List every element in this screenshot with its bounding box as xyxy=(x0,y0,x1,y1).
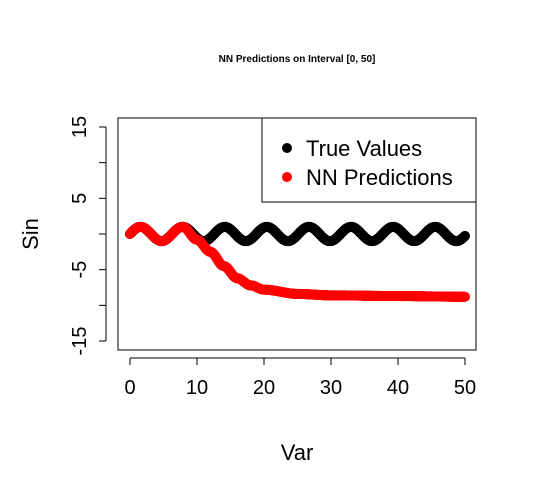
legend-box xyxy=(261,117,477,203)
x-tick-label: 0 xyxy=(124,377,135,399)
nn-prediction-point xyxy=(460,291,470,302)
chart-title: NN Predictions on Interval [0, 50] xyxy=(219,54,376,65)
legend-marker-nn-predictions xyxy=(282,172,292,182)
y-axis-label: Sin xyxy=(18,218,43,250)
y-tick-label: -15 xyxy=(69,327,91,356)
points-layer xyxy=(125,221,470,302)
x-axis-label: Var xyxy=(281,440,314,465)
x-tick-label: 10 xyxy=(186,377,208,399)
y-tick-label: -5 xyxy=(69,261,91,279)
x-tick-label: 50 xyxy=(454,377,476,399)
y-tick-label: 15 xyxy=(69,116,91,138)
y-tick-label: 5 xyxy=(69,193,91,204)
legend-label-nn-predictions: NN Predictions xyxy=(306,165,453,190)
x-tick-label: 30 xyxy=(320,377,342,399)
legend-label-true-values: True Values xyxy=(306,136,422,161)
x-tick-label: 20 xyxy=(253,377,275,399)
x-axis: 0 10 20 30 40 50 xyxy=(124,357,476,399)
y-axis: -15 -5 5 15 xyxy=(69,116,107,356)
x-tick-label: 40 xyxy=(387,377,409,399)
legend-marker-true-values xyxy=(282,143,292,153)
legend: True Values NN Predictions xyxy=(261,117,477,203)
true-value-point xyxy=(460,230,470,241)
